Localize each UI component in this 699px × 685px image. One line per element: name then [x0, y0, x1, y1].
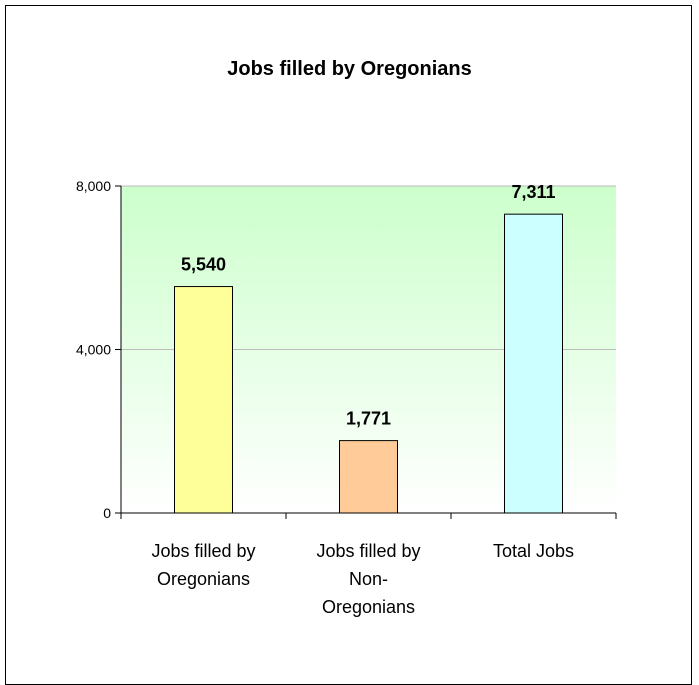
category-label-1-line-2: Oregonians: [322, 597, 415, 617]
category-label-2-line-0: Total Jobs: [493, 541, 574, 561]
y-tick-label-1: 4,000: [76, 342, 111, 358]
data-label-2: 7,311: [511, 182, 555, 202]
bar-1: [339, 440, 398, 514]
category-label-1-line-0: Jobs filled by: [316, 541, 420, 561]
bar-2: [504, 213, 563, 514]
category-label-0-line-0: Jobs filled by: [151, 541, 255, 561]
y-tick-label-2: 8,000: [76, 178, 111, 194]
y-tick-label-0: 0: [103, 505, 111, 521]
category-label-0: Jobs filled by Oregonians: [151, 541, 255, 589]
category-label-0-line-1: Oregonians: [157, 569, 250, 589]
category-label-1: Jobs filled by Non- Oregonians: [316, 541, 420, 617]
category-label-2: Total Jobs: [493, 541, 574, 561]
chart-title: Jobs filled by Oregonians: [227, 58, 472, 80]
category-label-1-line-1: Non-: [349, 569, 388, 589]
data-label-0: 5,540: [181, 255, 226, 275]
bar-0: [174, 286, 233, 514]
data-label-1: 1,771: [346, 409, 391, 429]
